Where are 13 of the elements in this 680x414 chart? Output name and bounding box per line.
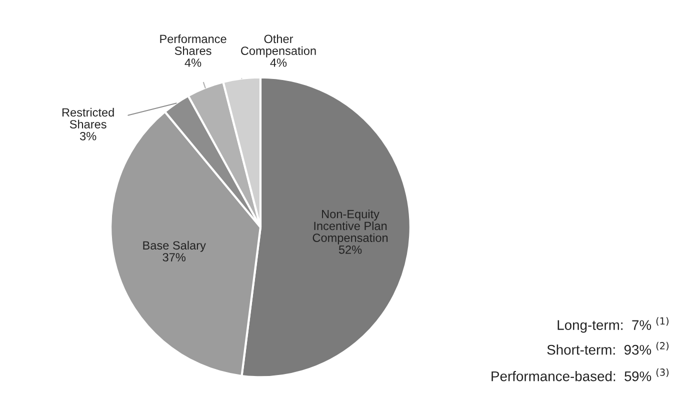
- slice-label: Other Compensation: [241, 34, 316, 58]
- slice-label: Non-Equity Incentive Plan Compensation: [312, 210, 388, 244]
- slice-label: Performance Shares: [160, 34, 226, 55]
- text: Short-term: 93% $^{(2)}$: [547, 342, 669, 355]
- legend-label: Restricted Shares: [62, 108, 114, 128]
- data-label: 52%: [338, 245, 362, 254]
- data-label: 37%: [162, 253, 186, 262]
- data-label: 4%: [184, 58, 202, 67]
- data-label: 3%: [80, 132, 96, 140]
- data-label: 4%: [270, 58, 287, 67]
- text: Long-term: 7% $^{(1)}$: [558, 317, 668, 333]
- slice-label: Base Salary: [143, 240, 206, 252]
- text: Performance-based: 59% $^{(3)}$: [492, 368, 669, 382]
